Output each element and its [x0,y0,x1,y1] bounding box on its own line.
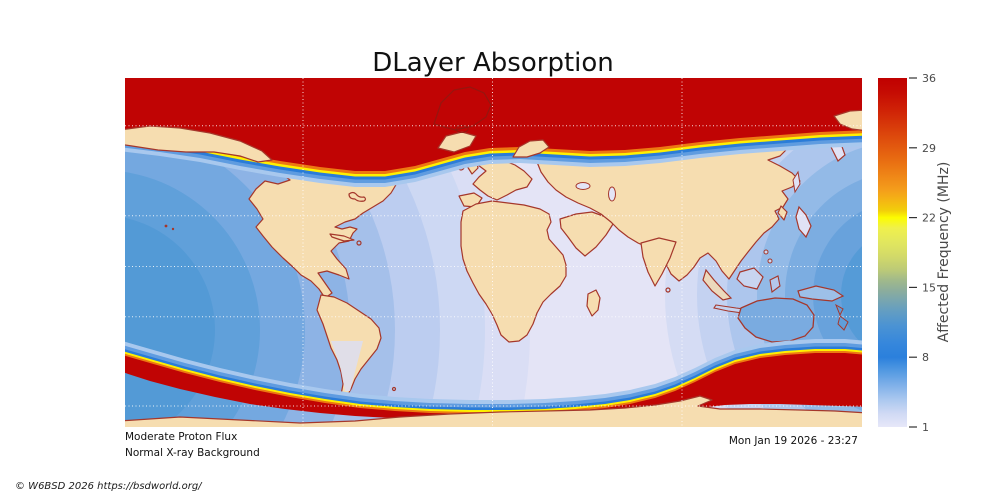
chukotka [833,109,862,131]
cuba [329,233,355,242]
black-sea [575,182,591,190]
japan [795,205,812,239]
borneo [736,267,764,290]
australia [737,297,815,343]
status-proton-flux: Moderate Proton Flux [125,431,237,443]
hawaii [164,224,168,228]
tick-15: 15 [922,281,936,294]
continents [125,128,849,397]
status-xray-background: Normal X-ray Background [125,447,260,459]
page-title: DLayer Absorption [372,48,614,78]
arabia [559,211,614,257]
tick-1: 1 [922,421,929,434]
madagascar [586,289,601,317]
caspian-sea [608,186,616,202]
hawaii-2 [171,227,175,231]
philippines [763,249,769,255]
greenland-tip [437,131,477,153]
colorbar-tick-labels: 36 29 22 15 8 1 [922,72,936,434]
africa [460,200,567,343]
scandinavia-tip [512,139,550,158]
colorbar-tick-marks [909,77,917,428]
tick-29: 29 [922,142,936,155]
hispaniola [356,240,362,246]
alaska-bering [125,125,273,163]
falkland-islands [391,386,397,392]
india [640,237,677,287]
antarctica [125,395,862,427]
asia [535,137,801,282]
tick-36: 36 [922,72,936,85]
malay-sumatra [702,268,733,301]
tick-8: 8 [922,351,929,364]
new-zealand [835,303,849,331]
south-america-day-tint [331,341,363,391]
colorbar: 36 29 22 15 8 1 Affected Frequency (MHz) [878,72,952,434]
polar-land [125,86,862,427]
timestamp: Mon Jan 19 2026 - 23:27 [729,435,858,447]
korea [777,205,788,221]
philippines-2 [767,258,773,264]
sri-lanka [665,287,671,293]
tick-22: 22 [922,212,936,225]
graticule [125,78,862,427]
sulawesi [769,275,781,293]
colorbar-gradient [878,78,907,427]
copyright: © W6BSD 2026 https://bsdworld.org/ [15,481,203,492]
great-lakes [348,191,367,202]
greenland-outline [433,86,492,131]
new-guinea [797,285,845,302]
colorbar-axis-label: Affected Frequency (MHz) [936,162,952,343]
sakhalin [792,170,801,194]
